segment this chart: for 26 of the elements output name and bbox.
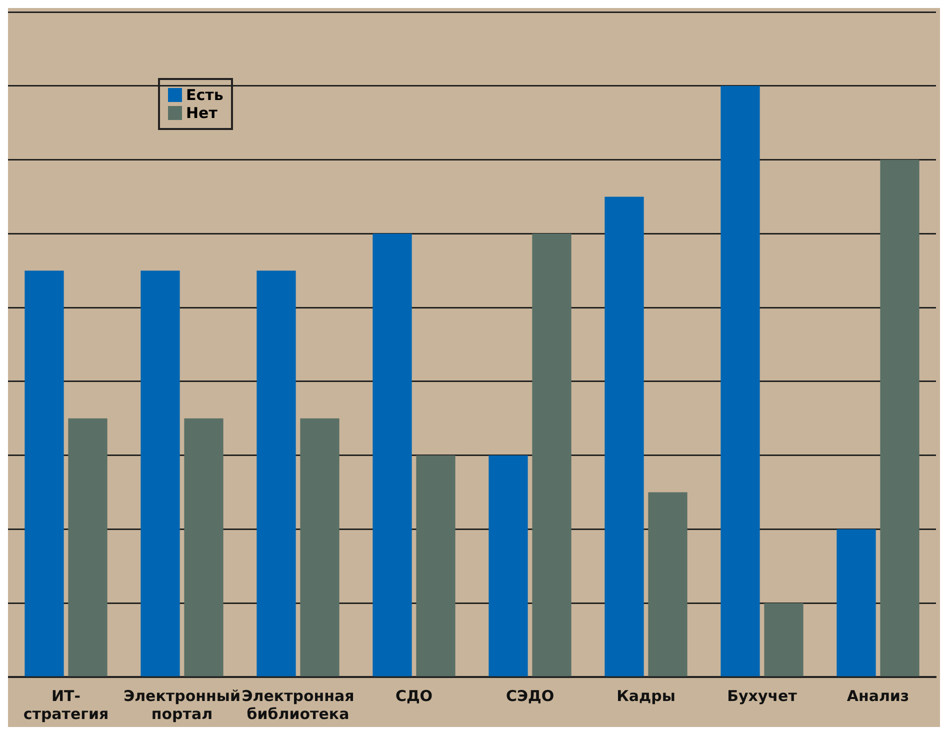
bar bbox=[416, 455, 456, 676]
bar bbox=[604, 196, 644, 676]
bar bbox=[372, 234, 412, 676]
x-tick-label: Анализ bbox=[846, 686, 910, 705]
legend-label: Есть bbox=[186, 86, 224, 104]
bar bbox=[300, 418, 340, 676]
bar bbox=[140, 270, 180, 676]
bar bbox=[880, 160, 920, 676]
bar bbox=[648, 492, 688, 676]
x-tick-label: СЭДО bbox=[506, 686, 554, 705]
x-tick-label: Кадры bbox=[616, 686, 676, 705]
x-tick-label: Электронный портал bbox=[124, 686, 240, 723]
bar bbox=[764, 603, 804, 676]
bar bbox=[256, 270, 296, 676]
bar bbox=[836, 529, 876, 676]
bar bbox=[24, 270, 64, 676]
bar bbox=[184, 418, 224, 676]
bar bbox=[488, 455, 528, 676]
x-tick-label: Бухучет bbox=[727, 686, 798, 705]
bar bbox=[68, 418, 108, 676]
bar bbox=[532, 234, 572, 676]
x-tick-label: Электронная библиотека bbox=[242, 686, 354, 723]
bar bbox=[720, 86, 760, 676]
x-tick-label: СДО bbox=[395, 686, 433, 705]
x-tick-label: ИТ-стратегия bbox=[23, 686, 109, 723]
legend-label: Нет bbox=[186, 104, 218, 122]
